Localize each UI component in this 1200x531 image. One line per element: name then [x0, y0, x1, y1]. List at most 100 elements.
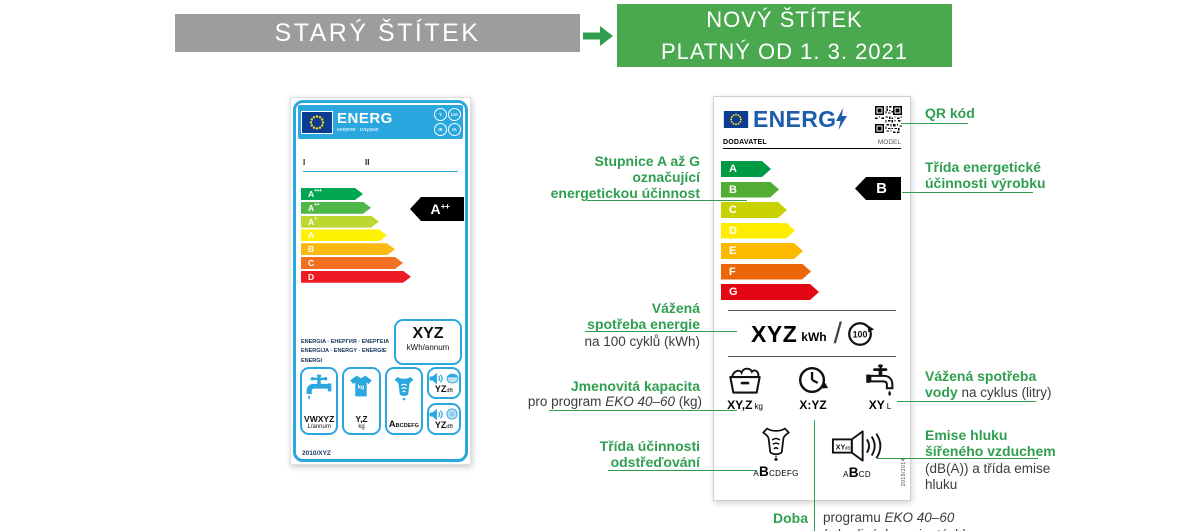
annotation-scale-line3: energetickou účinnost	[550, 185, 700, 201]
old-spin-class-rest: BCDEFG	[395, 422, 419, 429]
scale-arrow: D	[301, 271, 411, 283]
annotation-scale-pointer-line	[587, 200, 747, 201]
scale-grade: A	[308, 230, 315, 241]
old-noise-column: YZdB YZdB	[426, 367, 461, 435]
noise-db-unit: dB	[845, 445, 851, 451]
old-energy-words-line2: ENERGIJA · ENERGY · ENERGIE	[301, 348, 387, 355]
old-label-header-bar: STARÝ ŠTÍTEK	[175, 14, 580, 52]
noise-post: CD	[858, 470, 871, 479]
annotation-spin-line2: odstřeďování	[610, 454, 700, 470]
model-placeholder: MODEL	[877, 139, 901, 146]
annotation-spin-pointer-line	[608, 470, 756, 471]
scale-grade-sup: +++	[314, 188, 322, 194]
old-capacity-unit: kg	[358, 424, 365, 430]
annotation-duration-pointer-line	[814, 420, 815, 531]
clock-icon	[799, 366, 829, 394]
scale-grade: F	[729, 265, 736, 278]
spin-drum-icon	[446, 408, 459, 420]
new-supplier-model-row: DODAVATEL MODEL	[723, 139, 901, 149]
eu-flag-icon	[723, 110, 749, 128]
annotation-water-green2: vody	[925, 384, 958, 400]
annotation-water-pointer-line	[897, 401, 1036, 402]
new-label-brand-row: ENERG	[723, 105, 902, 133]
new-water-unit: L	[886, 402, 892, 411]
capacity-black-italic: EKO 40–60	[605, 394, 675, 409]
annotation-qr-pointer-line	[901, 123, 968, 124]
new-label-title-line2: PLATNÝ OD 1. 3. 2021	[660, 38, 909, 64]
new-energy-unit: kWh	[801, 329, 827, 344]
annotation-noise-green1: Emise hluku	[925, 427, 1008, 443]
new-efficiency-scale: A B C D E F G	[721, 161, 819, 305]
scale-grade: D	[729, 224, 737, 237]
old-regulation-number: 2010/XYZ	[302, 450, 331, 457]
new-rating-grade: B	[876, 180, 887, 197]
faucet-icon	[306, 374, 332, 400]
qr-code-icon	[875, 105, 902, 133]
lightning-bolt-icon	[836, 108, 848, 130]
old-label-language-badges: Y IJA IE IA	[434, 108, 461, 136]
spin-pre: A	[753, 469, 760, 478]
scale-arrow: A	[301, 229, 387, 241]
scale-grade: A	[729, 163, 737, 175]
capacity-black-pre: pro program	[527, 394, 606, 409]
new-regulation-number: 2019/2014	[901, 457, 907, 486]
old-energy-consumption-box: XYZ kWh/annum	[394, 319, 462, 365]
scale-arrow: D	[721, 223, 795, 239]
annotation-duration-black: programu EKO 40–60	[823, 510, 1003, 526]
scale-grade: A	[308, 216, 315, 227]
eu-flag-icon	[301, 110, 333, 134]
new-brand-word: ENERG	[753, 105, 837, 132]
annotation-scale-line1: Stupnice A až G	[594, 153, 700, 169]
old-energy-words-line1: ENERGIA · ЕНЕРГИЯ · ΕΝΕΡΓΕΙΑ	[301, 339, 390, 345]
new-label-title-line1: NOVÝ ŠTÍTEK	[706, 7, 863, 33]
annotation-class-line2: účinnosti výrobku	[925, 175, 1046, 191]
scale-arrow: B	[301, 243, 395, 255]
new-energy-label: ENERG DODAVATEL MODEL A B C D E F G	[713, 96, 911, 501]
new-energy-value: XYZ	[751, 320, 798, 347]
annotation-noise-pointer-line	[877, 458, 1038, 459]
scale-arrow: A	[721, 161, 771, 177]
supplier-placeholder: DODAVATEL	[723, 139, 767, 146]
cycle-count: 100	[853, 329, 868, 339]
annotation-spin-line1: Třída účinnosti	[599, 438, 700, 454]
scale-arrow: G	[721, 284, 819, 300]
spin-class-letter: B	[759, 464, 770, 479]
annotation-capacity-pointer-line	[549, 410, 737, 411]
old-rating-arrow: A ++	[410, 197, 464, 221]
annotation-energy-black: na 100 cyklů (kWh)	[584, 334, 700, 349]
scale-grade: E	[729, 245, 737, 257]
new-capacity-cell: XY,Z kg	[726, 364, 764, 411]
annotation-water-line2: vody na cyklus (litry)	[925, 384, 1051, 402]
scale-arrow: C	[301, 257, 403, 269]
old-spin-class-letter: A	[388, 418, 396, 430]
old-field-model: II	[365, 158, 370, 167]
old-kwh-unit: kWh/annum	[406, 342, 450, 352]
old-energy-words-line3: ENERGI	[301, 357, 323, 364]
spin-drying-icon	[762, 427, 790, 461]
old-efficiency-scale: A +++ A ++ A + A B C D	[301, 188, 411, 285]
per-slash: /	[833, 317, 842, 350]
scale-grade: A	[308, 202, 315, 213]
old-label-blue-frame	[293, 100, 468, 462]
old-noise1-value: YZ	[434, 383, 447, 394]
annotation-capacity-green: Jmenovitá kapacita	[570, 378, 700, 394]
old-noise2-value: YZ	[434, 419, 447, 430]
scale-grade: D	[308, 271, 315, 282]
scale-grade: B	[308, 244, 315, 255]
annotation-class-pointer-line	[902, 192, 1033, 193]
scale-arrow: A +	[301, 216, 379, 228]
old-field-supplier: I	[303, 158, 306, 167]
new-label-header-bar: NOVÝ ŠTÍTEK PLATNÝ OD 1. 3. 2021	[617, 4, 952, 67]
scale-grade: C	[729, 204, 737, 216]
per-100-cycles-icon: 100	[848, 322, 875, 346]
scale-grade: G	[729, 286, 738, 298]
old-spin-class-box: ABCDEFG	[384, 367, 423, 435]
annotation-duration-black-line2: (v hodinách a minutách)	[823, 527, 1003, 531]
annotation-noise-green2: šířeného vzduchem	[925, 443, 1056, 459]
language-badge: IE	[434, 123, 447, 136]
annotation-capacity-black: pro program EKO 40–60 (kg)	[520, 394, 702, 410]
annotation-spin: Třída účinnosti odstřeďování	[540, 438, 700, 470]
old-label-title: STARÝ ŠTÍTEK	[274, 18, 481, 47]
old-capacity-value: Y,Z	[355, 413, 368, 424]
new-duration-value: X:YZ	[799, 398, 827, 412]
